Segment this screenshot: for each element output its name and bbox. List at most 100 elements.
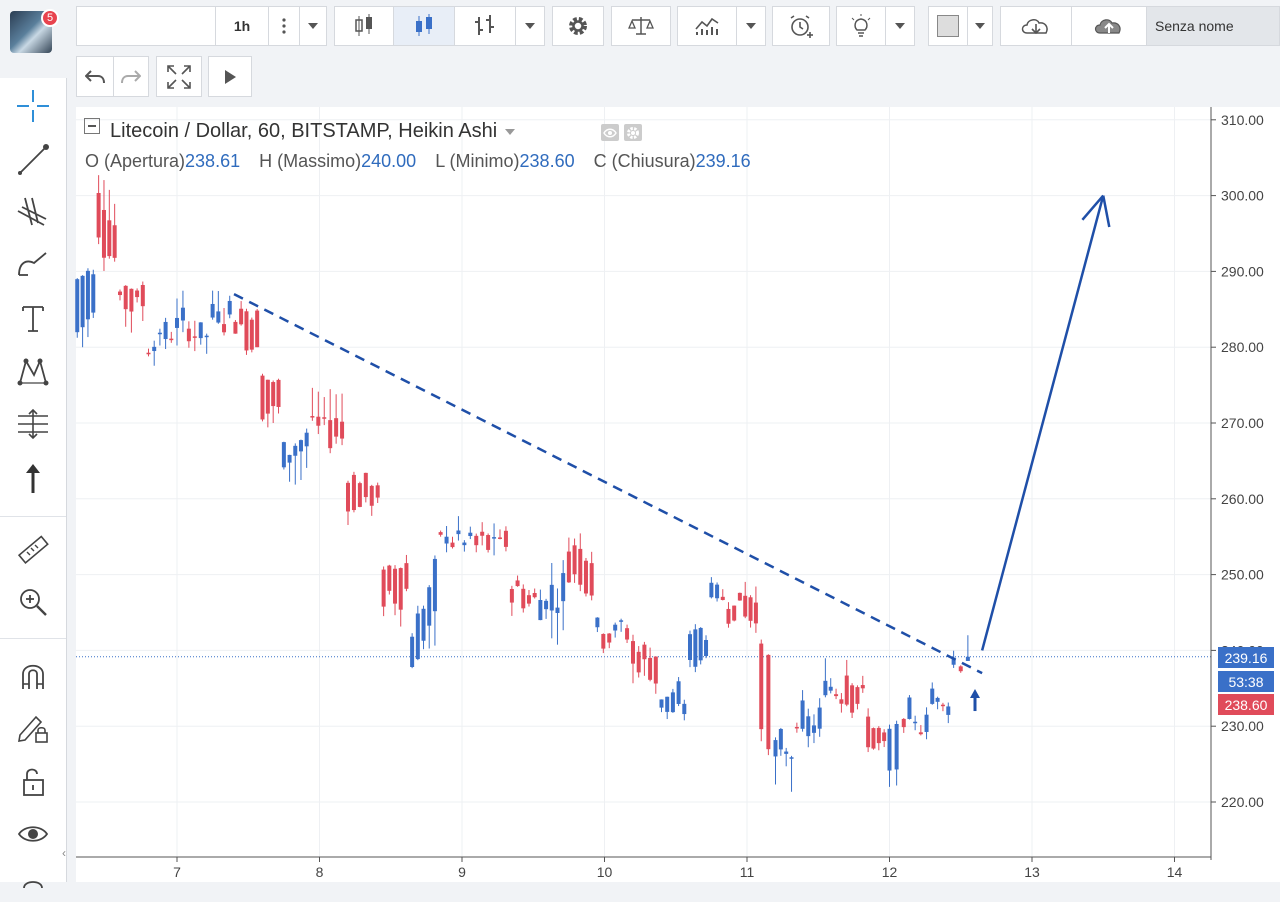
measure-tool[interactable] (13, 530, 53, 570)
compare-button[interactable] (611, 6, 671, 46)
replay-button[interactable] (208, 56, 252, 97)
candle-down (753, 602, 758, 624)
series-settings-button[interactable] (624, 124, 642, 141)
pattern-tool[interactable] (13, 352, 53, 392)
chart-legend-title[interactable]: Litecoin / Dollar, 60, BITSTAMP, Heikin … (110, 120, 515, 143)
candle-up (538, 600, 543, 621)
high-label: H (Massimo) (259, 151, 362, 171)
candle-down (112, 225, 117, 258)
candle-down (393, 568, 398, 604)
candle-down (901, 718, 906, 728)
text-tool[interactable] (13, 298, 53, 338)
zoom-tool[interactable] (13, 582, 53, 622)
lock-drawings-pencil-tool[interactable] (13, 708, 53, 748)
indicators-icon (695, 17, 719, 35)
candle-down (222, 324, 227, 333)
crosshair-tool[interactable] (13, 86, 53, 126)
candle-up (789, 757, 794, 759)
interval-button[interactable]: 1h (215, 6, 269, 46)
hide-series-button[interactable] (601, 124, 619, 141)
save-layout-button[interactable] (1071, 6, 1147, 46)
candle-up (152, 346, 157, 352)
candle-up (613, 624, 618, 631)
toolbar-divider (0, 516, 66, 517)
candle-down (759, 643, 764, 730)
candle-down (720, 596, 725, 600)
candle-up (704, 639, 709, 657)
up-arrow-icon (26, 464, 40, 493)
candle-up (693, 629, 698, 667)
candle-down (572, 545, 577, 575)
candle-down (244, 311, 249, 351)
alert-button[interactable] (772, 6, 830, 46)
redo-button[interactable] (113, 56, 149, 97)
ideas-dropdown[interactable] (885, 6, 915, 46)
projection-arrow-head (1081, 194, 1105, 221)
candle-down (850, 685, 855, 713)
candle-up (293, 445, 298, 456)
price-axis[interactable]: 220.00230.00240.00250.00260.00270.00280.… (1211, 112, 1264, 810)
collapse-legend-button[interactable] (84, 118, 100, 134)
candle-down (844, 675, 849, 705)
candle-down (882, 732, 887, 742)
candle-down (743, 595, 748, 617)
pencil-lock-icon (18, 715, 48, 743)
trend-line-tool[interactable] (13, 140, 53, 180)
candle-up (946, 706, 951, 715)
magnet-icon (22, 664, 44, 689)
time-axis[interactable]: 7 8 9 10 11 12 13 14 (173, 857, 1182, 880)
pitchfork-tool[interactable] (13, 192, 53, 232)
candle-down (276, 379, 281, 407)
candle-down (855, 687, 860, 704)
collapse-toolbar-icon[interactable]: ‹ (62, 846, 66, 860)
undo-icon (85, 69, 105, 83)
candle-down (625, 628, 630, 640)
alarm-clock-icon (790, 15, 813, 38)
theme-dropdown[interactable] (967, 6, 993, 46)
chart-style-dropdown[interactable] (515, 6, 545, 46)
indicators-button[interactable] (677, 6, 737, 46)
time-tick-label: 12 (882, 864, 898, 880)
candle-up (163, 321, 168, 340)
ohlc-readout: O (Apertura)238.61 H (Massimo)240.00 L (… (85, 151, 765, 172)
chart-area[interactable] (76, 107, 1280, 882)
candle-up (157, 332, 162, 335)
settings-button[interactable] (552, 6, 604, 46)
symbol-search-input[interactable] (76, 6, 216, 46)
candles-style-button[interactable] (334, 6, 394, 46)
candle-up (216, 311, 221, 323)
candle-up (561, 573, 566, 602)
ideas-button[interactable] (836, 6, 886, 46)
measure-range-icon (18, 408, 48, 440)
toolbar-divider (0, 638, 66, 639)
candle-down (381, 569, 386, 607)
candle-down (310, 416, 315, 418)
bars-icon (475, 15, 494, 35)
low-value: 238.60 (519, 151, 575, 171)
layout-name-button[interactable]: Senza nome (1146, 6, 1280, 46)
interval-dropdown-button[interactable] (299, 6, 327, 46)
brush-tool[interactable] (13, 244, 53, 284)
minus-icon (88, 125, 96, 127)
candle-down (834, 694, 839, 697)
candle-up (468, 532, 473, 537)
candle-up (180, 307, 185, 321)
candle-up (670, 692, 675, 713)
prediction-tool[interactable] (13, 404, 53, 444)
price-tick-label: 220.00 (1221, 794, 1264, 810)
lock-all-tool[interactable] (13, 762, 53, 802)
cloud-download-icon (1021, 19, 1048, 35)
candle-up (951, 657, 956, 665)
candle-down (316, 416, 321, 426)
zoom-in-icon (20, 589, 47, 616)
magnet-tool[interactable] (13, 656, 53, 696)
chevron-down-icon[interactable] (504, 128, 515, 135)
candle-up (492, 537, 497, 539)
fullscreen-button[interactable] (156, 56, 202, 97)
load-layout-button[interactable] (1000, 6, 1072, 46)
heikin-ashi-style-button[interactable] (393, 6, 455, 46)
visibility-tool[interactable] (13, 814, 53, 854)
indicators-dropdown[interactable] (736, 6, 766, 46)
icon-tool[interactable] (13, 458, 53, 498)
candle-down (532, 592, 537, 598)
